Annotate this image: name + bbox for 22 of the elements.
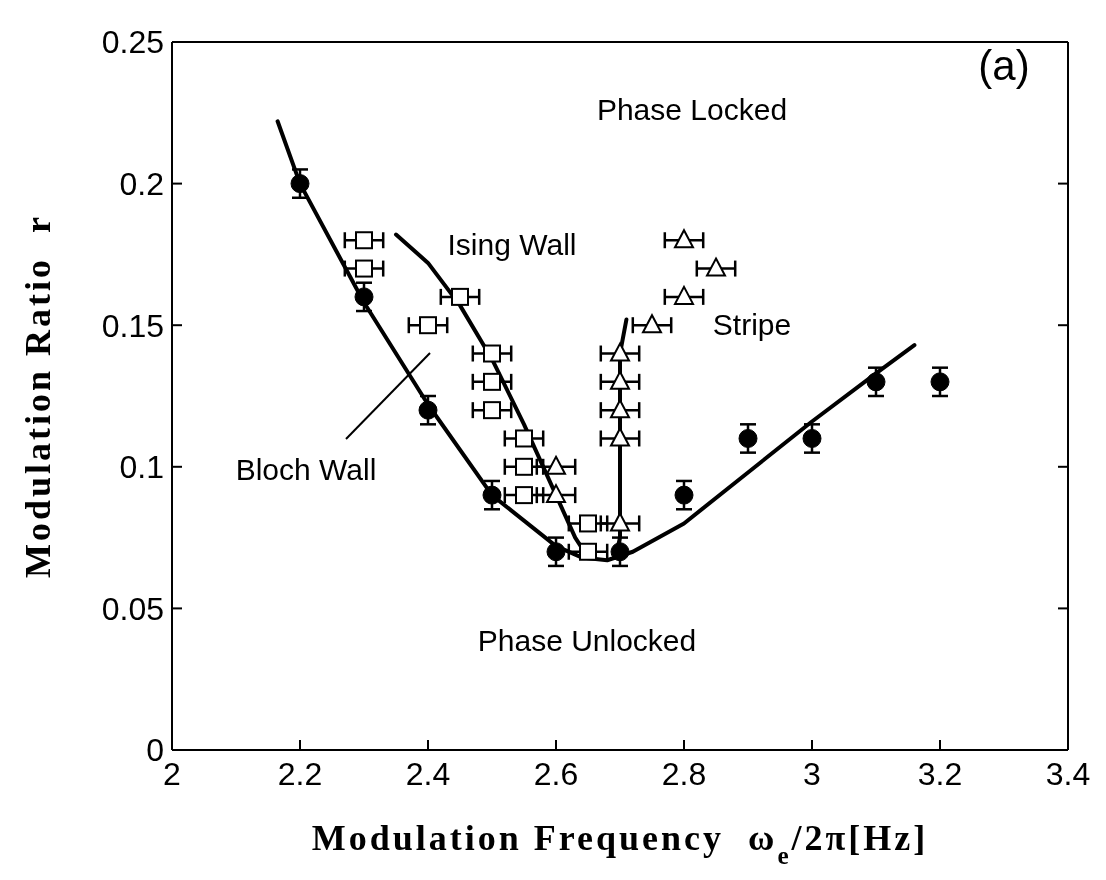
x-tick-label: 2.6 xyxy=(533,755,579,792)
x-tick-label: 3.2 xyxy=(917,755,963,792)
annotation: Stripe xyxy=(712,308,792,342)
x-tick-label: 2.2 xyxy=(277,755,323,792)
y-tick-label: 0.05 xyxy=(101,590,164,627)
x-tick-label: 3.4 xyxy=(1045,755,1091,792)
y-tick-label: 0.2 xyxy=(119,165,164,202)
y-tick-label: 0.25 xyxy=(101,24,164,61)
annotation: (a) xyxy=(978,42,1030,90)
x-axis-title: Modulation Frequency ω$_{e}$/2π[Hz] xyxy=(311,818,929,869)
annotation: Bloch Wall xyxy=(235,453,377,487)
annotation: Phase Locked xyxy=(596,93,788,127)
annotation: Ising Wall xyxy=(447,228,577,262)
y-tick-label: 0 xyxy=(146,732,164,769)
x-tick-label: 2.4 xyxy=(405,755,451,792)
y-tick-label: 0.1 xyxy=(119,449,164,486)
y-tick-label: 0.15 xyxy=(101,307,164,344)
y-axis-title: Modulation Ratio r xyxy=(18,213,59,579)
x-tick-label: 2 xyxy=(163,755,181,792)
annotation: Phase Unlocked xyxy=(477,624,697,658)
x-tick-label: 2.8 xyxy=(661,755,707,792)
x-tick-label: 3 xyxy=(803,755,821,792)
